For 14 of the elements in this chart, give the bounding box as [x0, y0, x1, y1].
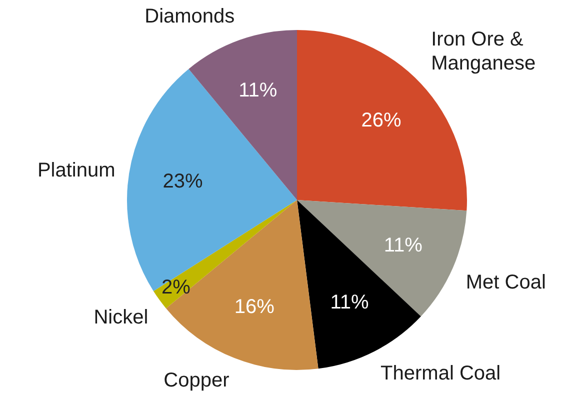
slice-label: Diamonds — [144, 5, 235, 28]
slice-label: Thermal Coal — [380, 362, 501, 384]
data-label: 11% — [330, 292, 369, 314]
data-label: 11% — [238, 80, 278, 102]
slice-label: Nickel — [94, 306, 148, 329]
data-label: 23% — [162, 170, 204, 192]
data-label: 26% — [361, 109, 402, 132]
data-label: 11% — [384, 234, 423, 256]
slice-label: Copper — [164, 370, 230, 392]
slice-label: Platinum — [37, 160, 116, 182]
data-label: 2% — [162, 276, 191, 298]
slice-label: Met Coal — [466, 272, 546, 294]
data-label: 16% — [234, 296, 275, 318]
slice-label: Iron Ore & Manganese — [431, 28, 536, 75]
